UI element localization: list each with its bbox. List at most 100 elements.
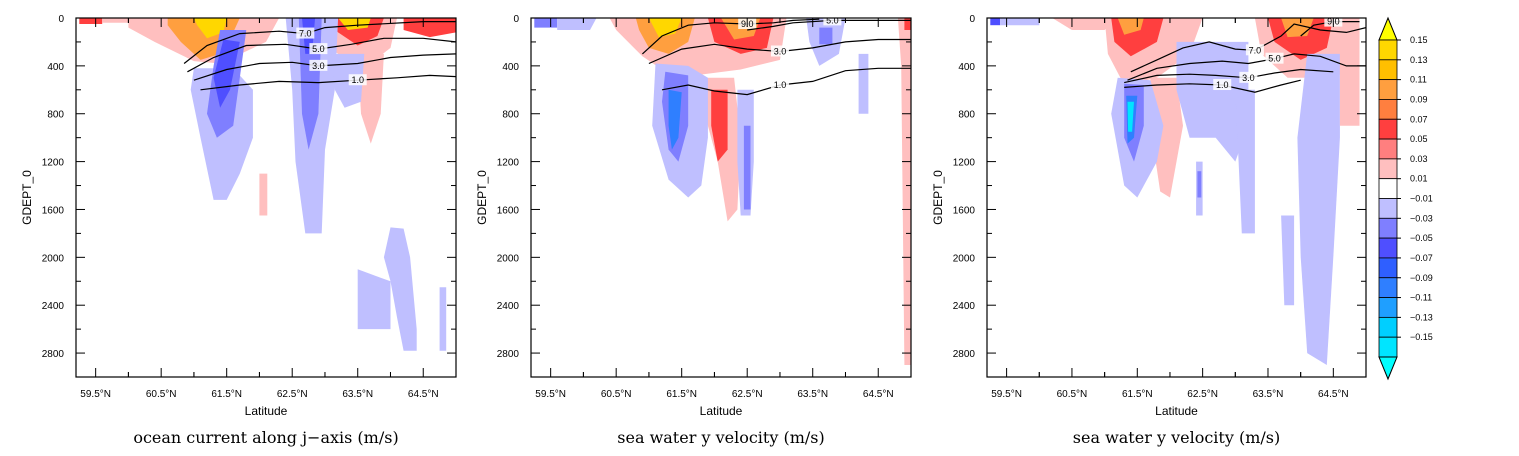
- y-tick-label: 1200: [497, 158, 520, 169]
- contour-line: [641, 18, 820, 55]
- filled-region: [668, 89, 682, 150]
- colorbar-label: −0.07: [1410, 253, 1433, 263]
- y-tick-label: 800: [502, 110, 519, 121]
- colorbar-swatch: [1378, 118, 1398, 140]
- contour-label-bg: [770, 79, 789, 91]
- filled-region: [1197, 171, 1202, 198]
- x-tick-label: 63.5°N: [1253, 389, 1284, 400]
- colorbar-swatch: [1378, 158, 1398, 180]
- y-tick-label: 0: [58, 14, 64, 25]
- colorbar-label: −0.01: [1410, 194, 1433, 204]
- filled-region: [79, 18, 103, 24]
- contour-label-bg: [770, 45, 789, 57]
- y-tick-label: 2000: [42, 253, 65, 264]
- x-axis-label: Latitude: [245, 404, 288, 418]
- colorbar-swatch: [1378, 297, 1398, 318]
- y-tick-label: 2800: [42, 349, 65, 360]
- x-tick-label: 61.5°N: [666, 389, 697, 400]
- colorbar-under-arrow: [1378, 356, 1398, 381]
- filled-region: [403, 18, 456, 38]
- contour-label: 5.0: [1268, 54, 1281, 64]
- colorbar-label: −0.09: [1410, 273, 1433, 283]
- filled-region: [439, 287, 447, 351]
- filled-region: [1268, 18, 1334, 60]
- contour-label-bg: [1265, 52, 1284, 64]
- filled-region: [259, 173, 268, 216]
- colorbar-swatch: [1378, 138, 1398, 160]
- x-tick-label: 62.5°N: [277, 389, 308, 400]
- x-tick-label: 59.5°N: [535, 389, 566, 400]
- y-tick-label: 2000: [953, 253, 976, 264]
- filled-region: [1127, 101, 1134, 132]
- contour-label-bg: [1213, 79, 1232, 91]
- colorbar-label: −0.03: [1410, 213, 1433, 223]
- x-tick-label: 61.5°N: [1122, 389, 1153, 400]
- x-tick-label: 63.5°N: [342, 389, 373, 400]
- filled-region: [534, 18, 558, 28]
- x-tick-label: 64.5°N: [863, 389, 894, 400]
- colorbar-label: 0.09: [1410, 94, 1428, 104]
- y-tick-label: 1600: [497, 205, 520, 216]
- x-tick-label: 62.5°N: [1187, 389, 1218, 400]
- y-axis-label: GDEPT_0: [931, 170, 945, 225]
- plot-frame: [530, 17, 912, 378]
- panel-title: ocean current along j−axis (m/s): [133, 428, 398, 447]
- filled-region: [383, 227, 417, 351]
- y-axis-label: GDEPT_0: [20, 170, 34, 225]
- colorbar-label: 0.13: [1410, 55, 1428, 65]
- colorbar-swatch: [1378, 99, 1398, 120]
- contour-label: 5.0: [826, 15, 839, 25]
- contour-label-bg: [823, 18, 842, 26]
- y-tick-label: 1200: [953, 158, 976, 169]
- plot-frame: [75, 17, 457, 378]
- x-axis-label: Latitude: [700, 404, 743, 418]
- x-tick-label: 59.5°N: [991, 389, 1022, 400]
- x-tick-label: 60.5°N: [601, 389, 632, 400]
- colorbar-label: −0.05: [1410, 233, 1433, 243]
- contour-label: 1.0: [1216, 80, 1229, 90]
- y-tick-label: 2400: [953, 301, 976, 312]
- x-axis-label: Latitude: [1155, 404, 1198, 418]
- filled-region: [858, 53, 869, 114]
- colorbar-label: 0.03: [1410, 154, 1428, 164]
- filled-region: [1339, 30, 1360, 126]
- x-tick-label: 63.5°N: [797, 389, 828, 400]
- colorbar-swatch: [1378, 198, 1398, 219]
- x-tick-label: 64.5°N: [408, 389, 439, 400]
- panel-title: sea water y velocity (m/s): [1073, 428, 1280, 447]
- plot-frame: [986, 17, 1367, 378]
- contour-label-bg: [296, 27, 315, 39]
- filled-region: [819, 27, 833, 45]
- x-tick-label: 64.5°N: [1318, 389, 1349, 400]
- colorbar-swatch: [1378, 178, 1398, 199]
- y-tick-label: 400: [958, 62, 975, 73]
- y-tick-label: 800: [47, 110, 64, 121]
- colorbar-label: 0.11: [1410, 75, 1427, 85]
- filled-region: [990, 18, 1001, 26]
- colorbar-swatch: [1378, 237, 1398, 259]
- colorbar-label: −0.13: [1410, 312, 1433, 322]
- filled-region: [635, 18, 695, 54]
- colorbar-swatch: [1378, 79, 1398, 100]
- colorbar-swatch: [1378, 277, 1398, 298]
- filled-region: [213, 39, 240, 108]
- contour-label: 3.0: [774, 47, 787, 57]
- y-tick-label: 400: [502, 62, 519, 73]
- y-tick-label: 2800: [953, 349, 976, 360]
- colorbar-swatch: [1378, 257, 1398, 279]
- x-tick-label: 60.5°N: [1057, 389, 1088, 400]
- filled-region: [1052, 18, 1118, 30]
- y-tick-label: 0: [969, 14, 975, 25]
- y-tick-label: 0: [513, 14, 519, 25]
- contour-label-bg: [348, 74, 367, 86]
- contour-label-bg: [1245, 44, 1264, 56]
- colorbar-label: 0.05: [1410, 134, 1428, 144]
- x-tick-label: 61.5°N: [211, 389, 242, 400]
- filled-region: [1000, 18, 1040, 26]
- colorbar-swatch: [1378, 217, 1398, 239]
- contour-label-bg: [309, 43, 328, 55]
- colorbar-label: 0.07: [1410, 114, 1428, 124]
- colorbar-label: −0.15: [1410, 332, 1433, 342]
- contour-label: 3.0: [1242, 73, 1255, 83]
- x-tick-label: 60.5°N: [146, 389, 177, 400]
